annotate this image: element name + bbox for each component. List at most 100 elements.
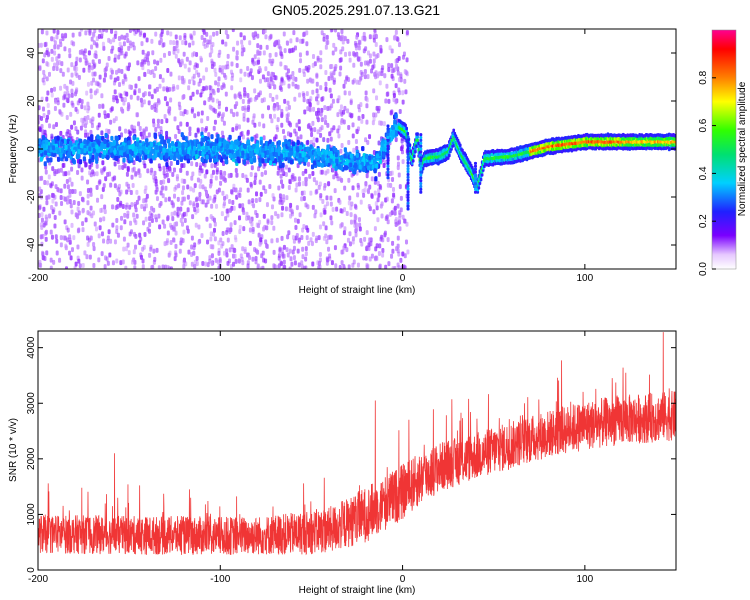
spectrogram-cell	[49, 229, 53, 235]
spectrogram-cell	[250, 75, 254, 81]
spectrogram-cell	[72, 120, 76, 126]
spectrogram-cell	[47, 109, 51, 115]
spectrogram-cell	[205, 85, 209, 91]
spectrogram-cell	[270, 238, 274, 244]
spectrogram-cell	[401, 54, 405, 60]
spectrogram-cell	[306, 139, 310, 145]
spectrogram-cell	[277, 43, 281, 49]
spectrogram-cell	[372, 58, 376, 64]
spectrogram-cell	[284, 139, 288, 145]
spectrogram-cell	[224, 216, 228, 222]
spectrogram-cell	[390, 63, 394, 69]
spectrogram-cell	[120, 96, 124, 102]
spectrogram-cell	[174, 53, 178, 59]
spectrogram-cell	[334, 64, 338, 70]
spectrogram-cell	[200, 35, 204, 41]
spectrogram-cell	[155, 87, 159, 93]
spectrogram-cell	[90, 123, 94, 129]
spectrogram-cell	[246, 159, 250, 165]
spectrogram-cell	[41, 255, 45, 261]
spectrogram-cell	[168, 142, 172, 148]
spectrogram-cell	[366, 187, 370, 193]
spectrogram-cell	[304, 246, 308, 252]
spectrogram-cell	[394, 99, 398, 105]
spectrogram-cell	[349, 153, 353, 159]
spectrogram-cell	[173, 155, 177, 161]
spectrogram-cell	[307, 64, 311, 70]
spectrogram-cell	[209, 214, 213, 220]
spectrogram-cell	[115, 217, 119, 223]
spectrogram-cell	[351, 185, 355, 191]
spectrogram-cell	[369, 241, 373, 247]
spectrogram-cell	[125, 91, 129, 97]
spectrogram-cell	[131, 144, 135, 150]
spectrogram-cell	[264, 258, 268, 264]
spectrogram-cell	[232, 152, 236, 158]
spectrogram-cell	[155, 247, 159, 253]
spectrogram-cell	[133, 265, 137, 269]
spectrogram-cell	[161, 77, 165, 83]
spectrogram-cell	[43, 42, 47, 48]
spectrogram-cell	[192, 80, 196, 86]
spectrogram-cell	[364, 60, 368, 66]
spectrogram-cell	[225, 208, 229, 214]
spectrogram-cell	[305, 41, 309, 47]
spectrogram-cell	[53, 50, 57, 56]
spectrogram-cell	[287, 141, 291, 147]
spectrogram-cell	[182, 263, 186, 269]
spectrogram-cell	[180, 60, 184, 66]
spectrogram-cell	[403, 218, 407, 224]
spectrogram-cell	[202, 137, 206, 143]
spectrogram-cell	[327, 76, 331, 82]
spectrogram-cell	[251, 256, 255, 262]
spectrogram-cell	[293, 45, 297, 51]
spectrogram-cell	[353, 203, 357, 209]
spectrogram-cell	[397, 265, 401, 269]
spectrogram-cell	[401, 90, 405, 96]
spectrogram-cell	[319, 212, 323, 218]
spectrogram-cell	[385, 196, 389, 202]
spectrogram-cell	[114, 95, 118, 101]
spectrogram-cell	[387, 98, 391, 104]
spectrogram-cell	[109, 74, 113, 80]
spectrogram-cell	[286, 234, 290, 240]
spectrogram-cell	[252, 113, 256, 119]
spectrogram-cell	[324, 120, 328, 126]
spectrogram-cell	[83, 105, 87, 111]
spectrogram-cell	[338, 176, 342, 182]
spectrogram-cell	[139, 97, 143, 103]
spectrogram-cell	[357, 40, 361, 46]
spectrogram-cell	[66, 195, 70, 201]
spectrogram-cell	[122, 236, 126, 242]
spectrogram-cell	[179, 167, 183, 173]
spectrogram-cell	[291, 235, 295, 241]
spectrogram-cell	[136, 112, 140, 118]
spectrogram-cell	[374, 255, 378, 261]
spectrogram-cell	[181, 145, 185, 151]
spectrogram-cell	[287, 167, 291, 173]
spectrogram-cell	[231, 200, 235, 206]
spectrogram-cell	[218, 141, 222, 147]
spectrogram-cell	[322, 137, 326, 143]
spectrogram-cell	[391, 176, 395, 182]
spectrogram-cell	[365, 245, 369, 251]
spectrogram-cell	[189, 186, 193, 192]
spectrogram-cell	[130, 124, 134, 130]
spectrogram-cell	[348, 51, 352, 57]
spectrogram-cell	[178, 105, 182, 111]
spectrogram-cell	[185, 56, 189, 62]
spectrogram-cell	[385, 83, 389, 89]
spectrogram-cell	[106, 113, 110, 119]
spectrogram-cell	[71, 188, 75, 194]
spectrogram-cell	[247, 72, 251, 78]
spectrogram-cell	[321, 154, 325, 160]
spectrogram-cell	[108, 252, 112, 258]
spectrogram-cell	[268, 58, 272, 64]
spectrogram-cell	[200, 118, 204, 124]
spectrogram-cell	[193, 183, 197, 189]
spectrogram-cell	[213, 119, 217, 125]
spectrogram-cell	[356, 192, 360, 198]
spectrogram-cell	[125, 181, 129, 187]
spectrogram-cell	[398, 184, 402, 190]
spectrogram-cell	[312, 177, 316, 183]
